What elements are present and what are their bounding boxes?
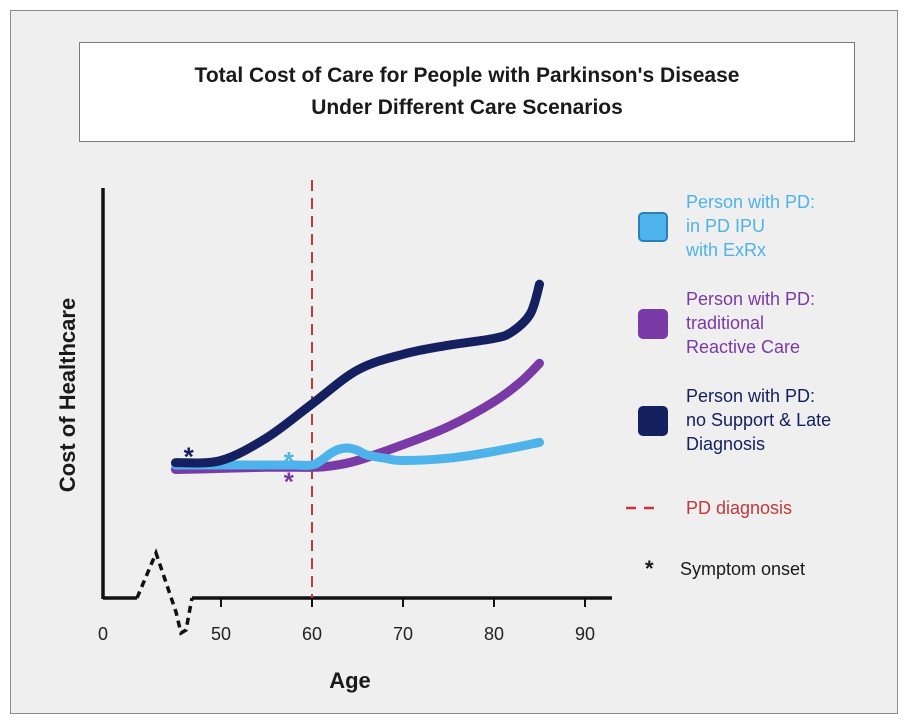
y-axis-label: Cost of Healthcare [55, 298, 80, 492]
x-tick-label: 50 [211, 624, 231, 644]
series-line-ipu [171, 437, 544, 470]
x-tick-label: 60 [302, 624, 322, 644]
legend-label-ipu: Person with PD: in PD IPU with ExRx [686, 192, 816, 260]
symptom-onset-reactive: * [284, 467, 295, 497]
legend-swatch-ipu [638, 212, 668, 242]
x-axis-label: Age [329, 668, 371, 693]
chart-title-box: Total Cost of Care for People with Parki… [79, 42, 855, 142]
legend-label-reactive: Person with PD: traditional Reactive Car… [686, 289, 816, 357]
series-group [171, 279, 544, 474]
legend-label-pd-diagnosis: PD diagnosis [686, 498, 793, 518]
legend-label-late: Person with PD: no Support & Late Diagno… [686, 386, 832, 454]
chart-title: Total Cost of Care for People with Parki… [194, 64, 740, 87]
series-line-late [171, 279, 544, 468]
symptom-onset-markers: *** [184, 442, 295, 497]
symptom-onset-ipu: * [284, 446, 295, 476]
x-tick-label: 0 [98, 624, 108, 644]
legend-label-symptom-onset: Symptom onset [680, 559, 806, 579]
legend-swatch-late [638, 406, 668, 436]
symptom-onset-late: * [184, 442, 195, 472]
x-tick-labels: 0 50 60 70 80 90 [98, 598, 595, 644]
axis-break-zigzag [135, 548, 194, 636]
axes [101, 188, 612, 636]
x-tick-label: 70 [393, 624, 413, 644]
legend-asterisk-icon: * [645, 556, 654, 581]
legend-dash-icon [626, 506, 656, 510]
legend-swatch-reactive [638, 309, 668, 339]
x-tick-label: 90 [575, 624, 595, 644]
chart-subtitle: Under Different Care Scenarios [311, 96, 623, 119]
x-tick-label: 80 [484, 624, 504, 644]
